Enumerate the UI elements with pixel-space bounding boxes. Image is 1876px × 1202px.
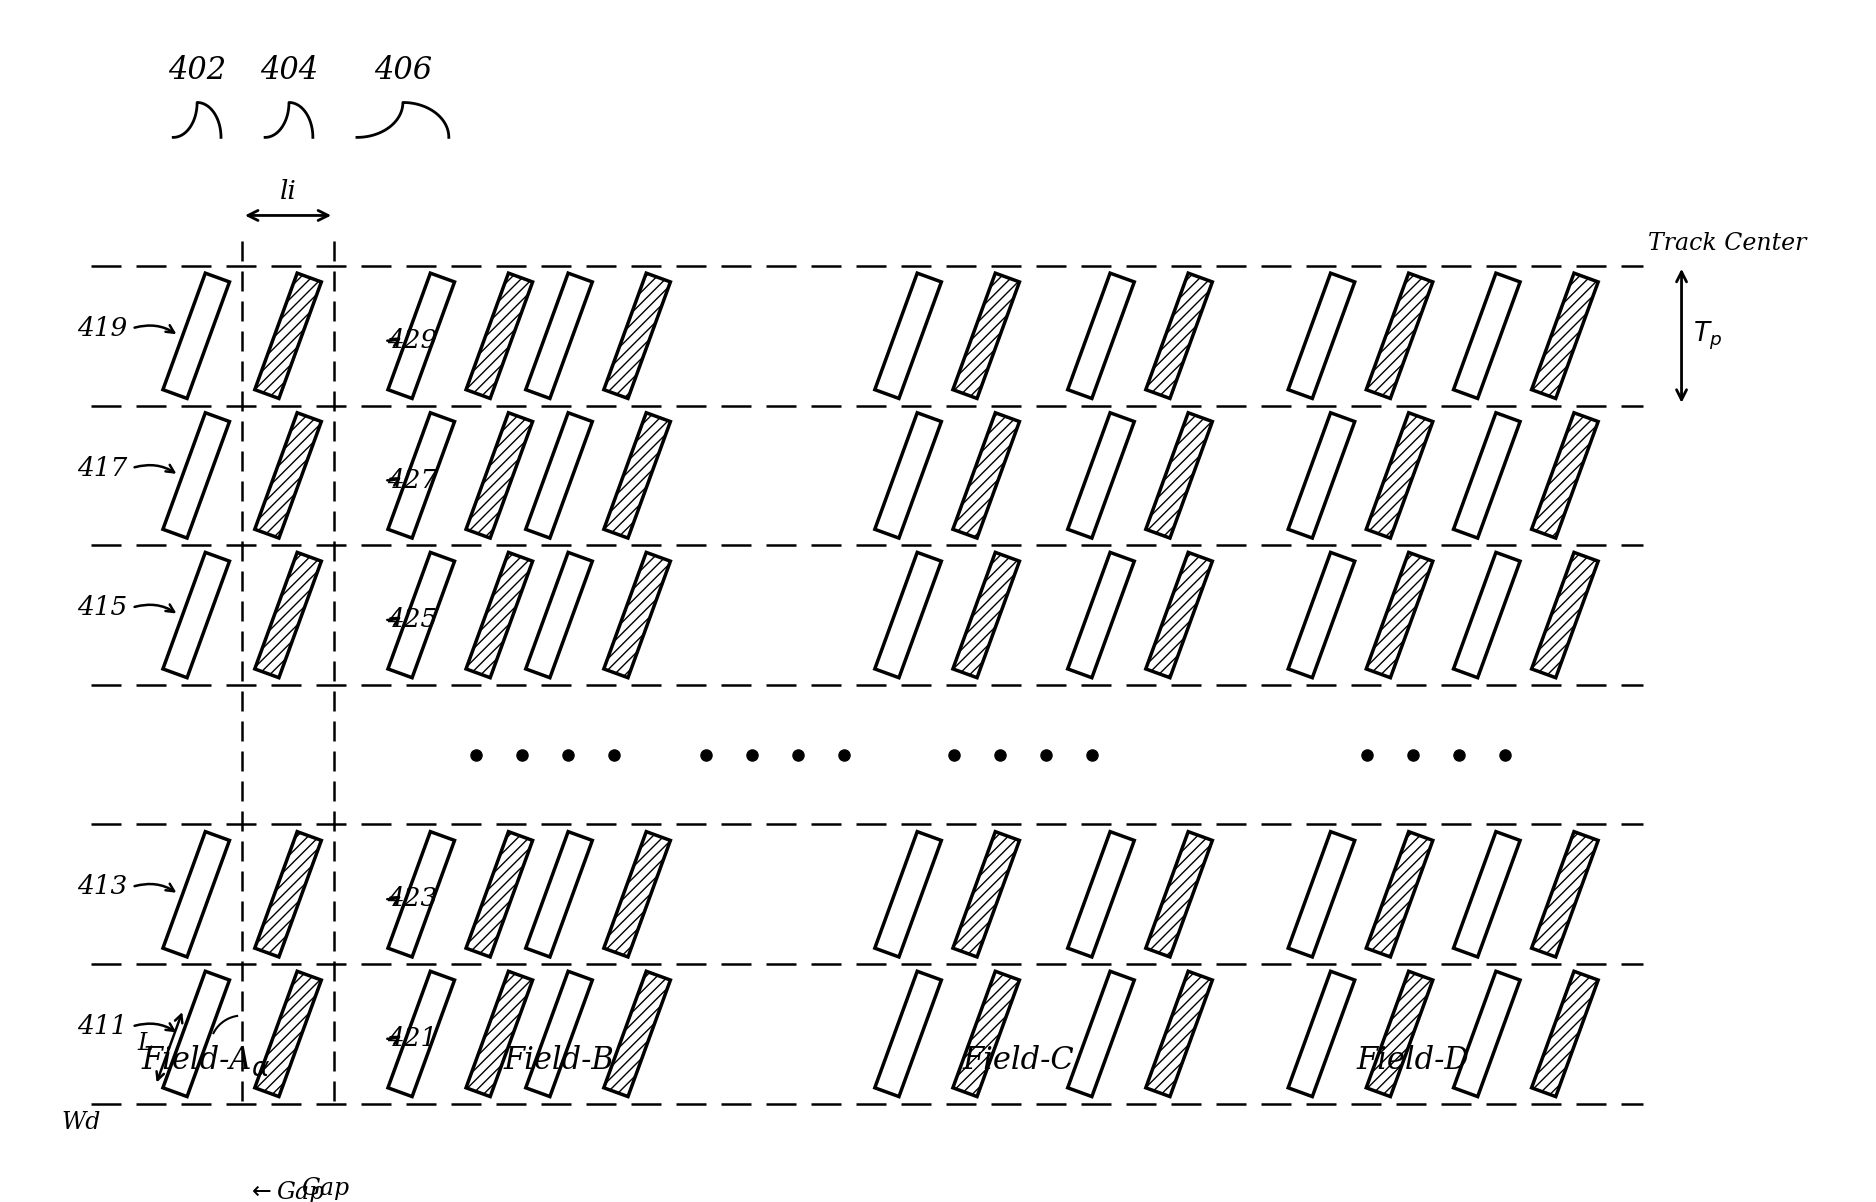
- Polygon shape: [953, 553, 1019, 678]
- Polygon shape: [1067, 412, 1135, 538]
- Polygon shape: [604, 412, 670, 538]
- Polygon shape: [1289, 971, 1354, 1096]
- Polygon shape: [1454, 832, 1520, 957]
- Text: 423: 423: [386, 886, 437, 911]
- Polygon shape: [163, 971, 229, 1096]
- Text: 425: 425: [386, 607, 437, 632]
- Polygon shape: [1146, 553, 1212, 678]
- Polygon shape: [465, 832, 533, 957]
- Polygon shape: [1454, 971, 1520, 1096]
- Polygon shape: [874, 553, 942, 678]
- Polygon shape: [1146, 273, 1212, 398]
- Polygon shape: [1366, 412, 1433, 538]
- Polygon shape: [465, 553, 533, 678]
- Polygon shape: [874, 412, 942, 538]
- Polygon shape: [255, 553, 321, 678]
- Polygon shape: [604, 273, 670, 398]
- Text: Wd: Wd: [62, 1111, 101, 1133]
- Polygon shape: [163, 553, 229, 678]
- Polygon shape: [1067, 273, 1135, 398]
- Polygon shape: [465, 273, 533, 398]
- Polygon shape: [604, 832, 670, 957]
- Text: 419: 419: [77, 316, 128, 341]
- Polygon shape: [1366, 553, 1433, 678]
- Text: $\alpha$: $\alpha$: [251, 1055, 270, 1082]
- Polygon shape: [874, 832, 942, 957]
- Text: 406: 406: [373, 55, 431, 85]
- Polygon shape: [388, 553, 454, 678]
- Polygon shape: [255, 971, 321, 1096]
- Polygon shape: [1531, 412, 1598, 538]
- Polygon shape: [525, 412, 593, 538]
- Text: Gap: Gap: [302, 1177, 351, 1201]
- Polygon shape: [1454, 412, 1520, 538]
- Text: li: li: [280, 179, 296, 204]
- Polygon shape: [525, 832, 593, 957]
- Polygon shape: [465, 412, 533, 538]
- Polygon shape: [1531, 971, 1598, 1096]
- Text: 402: 402: [169, 55, 227, 85]
- Polygon shape: [1067, 971, 1135, 1096]
- Polygon shape: [388, 412, 454, 538]
- Polygon shape: [255, 412, 321, 538]
- Polygon shape: [1454, 553, 1520, 678]
- Polygon shape: [953, 971, 1019, 1096]
- Polygon shape: [1366, 273, 1433, 398]
- Polygon shape: [525, 273, 593, 398]
- Polygon shape: [1531, 273, 1598, 398]
- Polygon shape: [1289, 412, 1354, 538]
- Polygon shape: [1146, 832, 1212, 957]
- Text: $\leftarrow$Gap: $\leftarrow$Gap: [248, 1179, 325, 1202]
- Text: 415: 415: [77, 595, 128, 620]
- Polygon shape: [1454, 273, 1520, 398]
- Text: 421: 421: [386, 1027, 437, 1051]
- Text: 411: 411: [77, 1014, 128, 1039]
- Text: 429: 429: [386, 328, 437, 353]
- Polygon shape: [388, 971, 454, 1096]
- Polygon shape: [1531, 832, 1598, 957]
- Polygon shape: [604, 553, 670, 678]
- Polygon shape: [525, 971, 593, 1096]
- Text: $T_p$: $T_p$: [1692, 320, 1722, 352]
- Text: 413: 413: [77, 874, 128, 899]
- Polygon shape: [1366, 832, 1433, 957]
- Text: 404: 404: [261, 55, 319, 85]
- Polygon shape: [874, 971, 942, 1096]
- Polygon shape: [388, 273, 454, 398]
- Polygon shape: [163, 832, 229, 957]
- Polygon shape: [1289, 273, 1354, 398]
- Polygon shape: [953, 832, 1019, 957]
- Polygon shape: [1531, 553, 1598, 678]
- Text: Field-C: Field-C: [962, 1045, 1075, 1076]
- Text: Field-B: Field-B: [503, 1045, 615, 1076]
- Polygon shape: [163, 273, 229, 398]
- Polygon shape: [953, 273, 1019, 398]
- Polygon shape: [604, 971, 670, 1096]
- Polygon shape: [255, 832, 321, 957]
- Text: 427: 427: [386, 468, 437, 493]
- Polygon shape: [465, 971, 533, 1096]
- Polygon shape: [874, 273, 942, 398]
- Polygon shape: [525, 553, 593, 678]
- Polygon shape: [163, 412, 229, 538]
- Text: 417: 417: [77, 456, 128, 481]
- Polygon shape: [1146, 971, 1212, 1096]
- Text: Track Center: Track Center: [1647, 232, 1807, 255]
- Polygon shape: [1289, 553, 1354, 678]
- Polygon shape: [1366, 971, 1433, 1096]
- Polygon shape: [1067, 553, 1135, 678]
- Polygon shape: [388, 832, 454, 957]
- Polygon shape: [953, 412, 1019, 538]
- Polygon shape: [1146, 412, 1212, 538]
- Polygon shape: [1289, 832, 1354, 957]
- Text: L: L: [137, 1031, 154, 1054]
- Text: Field-A: Field-A: [141, 1045, 251, 1076]
- Polygon shape: [1067, 832, 1135, 957]
- Polygon shape: [255, 273, 321, 398]
- Text: Field-D: Field-D: [1356, 1045, 1469, 1076]
